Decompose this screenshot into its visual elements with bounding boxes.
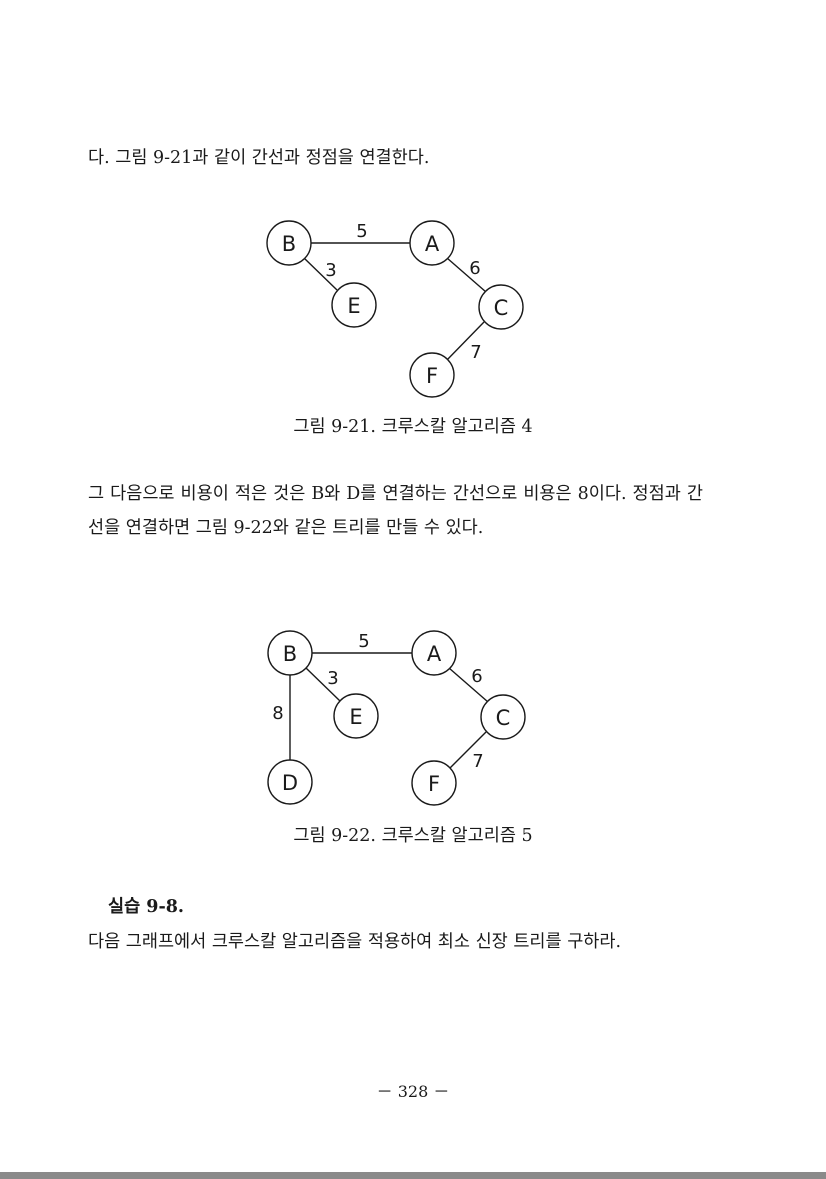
weight-b-e: 3	[325, 260, 336, 281]
exercise-title: 실습 9-8.	[108, 897, 185, 917]
caption-9-22: 그림 9-22. 크루스칼 알고리즘 5	[293, 826, 533, 846]
node-e	[333, 693, 379, 739]
graph-9-21: B A E C F 5 3 6 7	[266, 220, 524, 398]
caption-9-21: 그림 9-21. 크루스칼 알고리즘 4	[293, 417, 533, 437]
weight-c-f: 7	[470, 342, 481, 363]
node-a	[411, 630, 457, 676]
paragraph-intro: 다. 그림 9-21과 같이 간선과 정점을 연결한다.	[88, 148, 430, 168]
figure-9-22: B A E C D F 5 3 6 8 7	[250, 620, 550, 810]
node-c-label: C	[494, 296, 509, 320]
node-b-label: B	[282, 232, 296, 256]
node-b-label: B	[283, 642, 297, 666]
node-e-label: E	[349, 705, 362, 729]
paragraph-next-edge: 그 다음으로 비용이 적은 것은 B와 D를 연결하는 간선으로 비용은 8이다…	[88, 484, 703, 538]
weight-c-f: 7	[472, 751, 483, 772]
graph-9-22: B A E C D F 5 3 6 8 7	[267, 630, 526, 806]
figure-9-21: B A E C F 5 3 6 7	[250, 210, 550, 400]
edge-c-f	[447, 731, 487, 771]
weight-a-c: 6	[471, 666, 482, 687]
node-f-label: F	[428, 772, 440, 796]
node-c	[478, 284, 524, 330]
edge-b-e	[305, 667, 341, 702]
bottom-border	[0, 1172, 826, 1179]
node-f	[411, 760, 457, 806]
node-b	[266, 220, 312, 266]
weight-b-a: 5	[358, 631, 369, 652]
weight-b-a: 5	[356, 221, 367, 242]
weight-b-d: 8	[272, 703, 283, 724]
node-e-label: E	[347, 294, 360, 318]
node-f-label: F	[426, 364, 438, 388]
node-c-label: C	[496, 706, 511, 730]
node-d-label: D	[282, 771, 298, 795]
node-f	[409, 352, 455, 398]
node-c	[480, 694, 526, 740]
node-a-label: A	[425, 232, 440, 256]
weight-b-e: 3	[327, 668, 338, 689]
edge-a-c	[448, 667, 489, 703]
edge-a-c	[446, 257, 487, 293]
edge-c-f	[445, 321, 485, 362]
weight-a-c: 6	[469, 258, 480, 279]
node-d	[267, 759, 313, 805]
node-e	[331, 282, 377, 328]
node-a	[409, 220, 455, 266]
node-a-label: A	[427, 642, 442, 666]
paragraph-exercise: 다음 그래프에서 크루스칼 알고리즘을 적용하여 최소 신장 트리를 구하라.	[88, 932, 622, 952]
page-number: － 328 －	[376, 1082, 450, 1101]
node-b	[267, 630, 313, 676]
edge-b-e	[303, 257, 338, 291]
